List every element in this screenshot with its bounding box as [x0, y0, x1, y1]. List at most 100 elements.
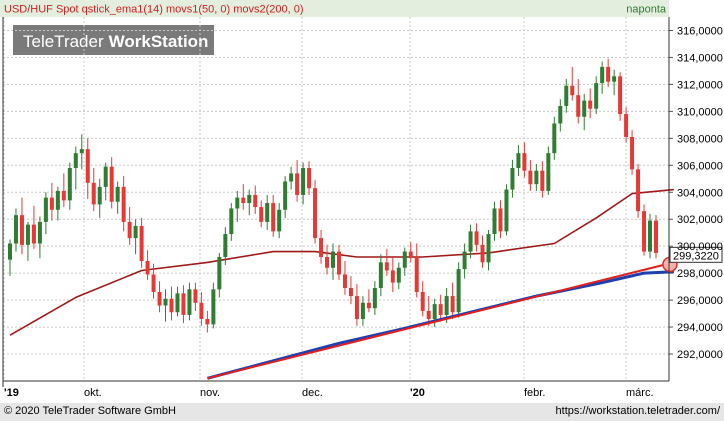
candle	[217, 252, 222, 298]
candle-body	[127, 221, 132, 239]
price-chart[interactable]: USD/HUF Spot qstick_ema1(14) movs1(50, 0…	[0, 0, 724, 403]
candle-body	[85, 149, 90, 183]
candle	[259, 200, 264, 228]
candle-body	[25, 224, 30, 245]
candle	[474, 223, 479, 252]
candle-body	[366, 302, 371, 309]
candle-body	[606, 66, 611, 82]
candle-body	[103, 166, 108, 187]
candle	[636, 163, 641, 218]
candle	[498, 200, 503, 239]
candle-body	[390, 270, 395, 283]
candle-body	[205, 318, 210, 325]
candle-body	[408, 251, 413, 257]
grid	[3, 17, 669, 381]
candle	[127, 207, 132, 245]
candle-body	[307, 167, 312, 189]
candle	[25, 221, 30, 262]
y-tick-label: 304,0000	[677, 187, 723, 199]
x-tick-label: dec.	[302, 387, 323, 399]
candle-body	[420, 292, 425, 311]
x-tick-label: febr.	[524, 387, 545, 399]
candle	[492, 201, 497, 241]
candle	[331, 243, 335, 280]
candle	[295, 159, 300, 202]
candle-body	[13, 215, 18, 244]
candle	[163, 289, 168, 322]
candle	[564, 79, 569, 113]
candle	[390, 256, 395, 293]
candle-body	[624, 114, 629, 137]
candle	[426, 296, 431, 326]
candle-body	[498, 208, 503, 232]
candle-body	[396, 267, 401, 283]
candle-body	[582, 100, 587, 117]
candle-body	[372, 287, 377, 309]
candle-body	[49, 197, 54, 210]
candle-body	[109, 166, 114, 202]
candle	[283, 176, 288, 218]
candle	[450, 282, 455, 319]
candle	[61, 173, 66, 208]
candle-body	[534, 170, 539, 185]
candle	[277, 203, 282, 239]
candle-body	[61, 190, 66, 201]
candle-body	[492, 208, 497, 235]
candle-body	[289, 173, 294, 182]
candle	[223, 227, 228, 266]
candle-body	[552, 123, 557, 154]
trend-lines	[207, 261, 675, 380]
candle	[582, 93, 587, 131]
ma50-line	[9, 188, 674, 336]
candle	[456, 262, 461, 318]
candle	[480, 235, 485, 268]
candle-body	[217, 256, 222, 290]
candle-body	[522, 153, 527, 171]
candle	[516, 145, 521, 177]
candle	[366, 289, 371, 313]
candle	[199, 292, 204, 326]
chart-title: USD/HUF Spot qstick_ema1(14) movs1(50, 0…	[4, 4, 304, 16]
candle-body	[456, 269, 461, 313]
copyright-text: © 2020 TeleTrader Software GmbH	[4, 405, 176, 417]
candle	[618, 72, 623, 121]
candle	[546, 146, 551, 195]
candle	[384, 248, 389, 276]
candle-body	[438, 304, 443, 315]
candle-body	[594, 83, 599, 109]
candle	[594, 76, 599, 115]
y-tick-label: 314,0000	[677, 52, 723, 64]
candle-body	[486, 234, 491, 263]
candle	[8, 239, 12, 276]
candle-body	[618, 76, 623, 115]
candle-body	[235, 197, 240, 209]
candle	[229, 203, 234, 241]
header-bar	[0, 0, 669, 17]
candle-body	[600, 66, 605, 84]
candle-body	[265, 203, 270, 222]
candle-body	[211, 289, 216, 325]
candle-body	[654, 220, 658, 253]
candle-body	[558, 105, 563, 124]
candle-body	[480, 244, 485, 263]
candle-body	[630, 136, 635, 170]
current-marker-layer: 299,3220	[662, 246, 723, 273]
candle	[31, 205, 36, 249]
candle-body	[73, 153, 78, 168]
x-tick-label: okt.	[84, 387, 102, 399]
candle-body	[97, 186, 102, 205]
candle-body	[444, 296, 449, 315]
url-link[interactable]: https://workstation.teletrader.com/	[555, 405, 720, 417]
candle-body	[223, 234, 228, 257]
candle	[187, 282, 192, 321]
candle-body	[91, 182, 96, 205]
candle	[169, 286, 174, 321]
candle-body	[414, 256, 419, 293]
candle	[354, 283, 359, 326]
candle-body	[588, 100, 593, 109]
candle-body	[145, 261, 150, 275]
candle	[85, 138, 90, 199]
candle-body	[546, 153, 551, 191]
candle	[253, 185, 258, 214]
candle	[630, 130, 635, 175]
